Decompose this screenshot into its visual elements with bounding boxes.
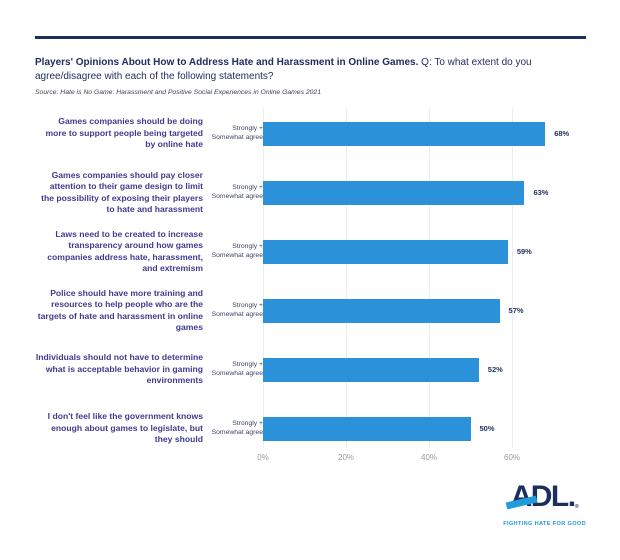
chart-row: Games companies should be doing more to … [35, 104, 595, 163]
bar-value-label: 57% [508, 306, 524, 315]
bar [263, 121, 546, 146]
bar-value-label: 52% [487, 365, 503, 374]
x-axis-tick-label: 20% [337, 453, 355, 462]
series-label: Strongly + Somewhat agree [211, 301, 263, 318]
chart-row: I don't feel like the government knows e… [35, 399, 595, 458]
x-axis-tick-label: 60% [503, 453, 521, 462]
bar-track: 63% [263, 180, 549, 205]
bar-track: 52% [263, 357, 503, 382]
bar-chart: Games companies should be doing more to … [35, 104, 595, 467]
adl-logo-wordmark: ADL.® [505, 480, 579, 521]
bar-value-label: 63% [533, 188, 549, 197]
series-label: Strongly + Somewhat agree [211, 360, 263, 377]
category-label: Individuals should not have to determine… [35, 352, 203, 386]
chart-rows: Games companies should be doing more to … [35, 104, 595, 458]
bar [263, 357, 479, 382]
category-label: I don't feel like the government knows e… [47, 411, 203, 445]
category-label: Games companies should be doing more to … [45, 116, 203, 150]
x-axis-tick-label: 40% [420, 453, 438, 462]
series-label: Strongly + Somewhat agree [211, 183, 263, 200]
x-axis: 0% 20% 40% 60% [35, 453, 595, 467]
bar-track: 50% [263, 416, 495, 441]
chart-title: Players' Opinions About How to Address H… [35, 56, 586, 83]
category-label: Games companies should pay closer attent… [41, 169, 203, 215]
adl-logo-period: . [567, 480, 576, 513]
series-label: Strongly + Somewhat agree [211, 419, 263, 436]
series-label: Strongly + Somewhat agree [211, 124, 263, 141]
bar-track: 59% [263, 239, 532, 264]
adl-logo-tagline: FIGHTING HATE FOR GOOD [503, 521, 586, 527]
chart-title-question: Q: To what extent do you agree/disagree … [35, 57, 532, 82]
bar [263, 416, 471, 441]
chart-row: Games companies should pay closer attent… [35, 163, 595, 222]
bar [263, 298, 500, 323]
series-label: Strongly + Somewhat agree [211, 242, 263, 259]
adl-logo-text: ADL [510, 480, 570, 513]
chart-title-bold: Players' Opinions About How to Address H… [35, 57, 419, 68]
bar-value-label: 50% [479, 424, 495, 433]
x-axis-tick-label: 0% [257, 453, 269, 462]
registered-trademark-icon: ® [574, 504, 579, 510]
bar-track: 68% [263, 121, 570, 146]
chart-row: Police should have more training and res… [35, 281, 595, 340]
bar [263, 239, 508, 264]
source-attribution: Source: Hate is No Game: Harassment and … [35, 88, 321, 96]
adl-logo: ADL.® FIGHTING HATE FOR GOOD [503, 480, 586, 528]
bar-value-label: 59% [516, 247, 532, 256]
bar [263, 180, 525, 205]
bar-value-label: 68% [554, 129, 570, 138]
header-rule [35, 36, 586, 39]
chart-row: Laws need to be created to increase tran… [35, 222, 595, 281]
category-label: Laws need to be created to increase tran… [47, 228, 203, 274]
bar-track: 57% [263, 298, 524, 323]
category-label: Police should have more training and res… [37, 287, 203, 333]
chart-row: Individuals should not have to determine… [35, 340, 595, 399]
